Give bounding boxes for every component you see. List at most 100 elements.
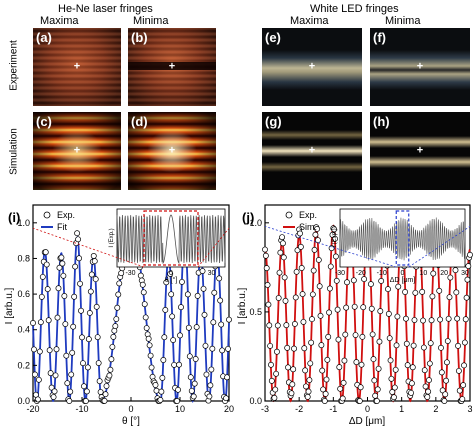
exp-data-point — [265, 301, 272, 308]
exp-data-point — [459, 396, 466, 403]
exp-data-point — [402, 289, 409, 295]
exp-data-point — [174, 398, 181, 404]
exp-data-point — [411, 317, 418, 324]
exp-data-point — [83, 388, 90, 395]
panel-d-label: (d) — [131, 114, 148, 129]
exp-data-point — [385, 286, 391, 293]
exp-data-point — [177, 332, 183, 339]
exp-data-point — [51, 388, 58, 395]
exp-data-point — [276, 269, 283, 276]
zoom-connector-left — [264, 225, 397, 268]
exp-data-point — [101, 397, 108, 404]
y-tick-label: 0.0 — [17, 396, 30, 406]
exp-data-point — [67, 388, 74, 395]
exp-data-point — [178, 304, 184, 311]
exp-data-point — [314, 225, 321, 232]
exp-data-point — [426, 377, 432, 384]
exp-data-point — [176, 361, 182, 368]
panel-c-label: (c) — [36, 114, 52, 129]
exp-data-point — [199, 268, 206, 275]
exp-data-point — [66, 398, 73, 404]
exp-data-point — [64, 380, 71, 387]
exp-data-point — [441, 398, 448, 404]
exp-data-point — [446, 294, 453, 301]
exp-data-point — [264, 282, 271, 288]
exp-data-point — [93, 303, 100, 310]
exp-data-point — [353, 359, 360, 366]
exp-data-point — [437, 316, 444, 323]
y-tick-label: 0.2 — [17, 360, 30, 370]
exp-data-point — [216, 275, 223, 282]
x-tick-label: 0 — [365, 404, 370, 414]
exp-data-point — [71, 293, 78, 300]
inset-x-tick-label: 20 — [440, 270, 448, 277]
inset-highlight-box — [143, 210, 199, 266]
y-tick-label: 0.5 — [249, 307, 262, 317]
panel-d-laser-simulation-minima: (d) + — [128, 112, 216, 190]
exp-data-point — [75, 236, 82, 243]
inset-x-tick-label: 0 — [401, 270, 405, 277]
exp-data-point — [200, 285, 207, 292]
exp-data-point — [43, 261, 50, 268]
exp-data-point — [445, 315, 452, 322]
exp-data-point — [443, 359, 450, 366]
inset-signal-line — [116, 214, 226, 265]
exp-data-point — [326, 309, 333, 316]
exp-data-point — [211, 289, 218, 296]
y-tick-label: 0.6 — [17, 289, 30, 299]
exp-data-point — [427, 340, 434, 347]
inset-x-tick-label: 10 — [419, 270, 427, 277]
exp-data-point — [461, 362, 467, 369]
exp-data-point — [342, 331, 349, 338]
exp-data-point — [46, 347, 53, 354]
panel-h-led-simulation-minima: (h) + — [370, 112, 470, 190]
exp-data-point — [291, 321, 298, 327]
exp-data-point — [334, 306, 341, 313]
exp-data-point — [157, 397, 164, 403]
exp-data-point — [360, 304, 367, 311]
exp-data-point — [268, 377, 275, 384]
exp-data-point — [340, 379, 347, 386]
exp-data-point — [267, 342, 274, 349]
exp-data-point — [420, 344, 427, 351]
exp-data-point — [201, 311, 208, 318]
exp-data-point — [341, 357, 348, 364]
crosshair-icon: + — [416, 60, 424, 73]
inset-x-tick-label: 30 — [461, 270, 469, 277]
exp-data-point — [429, 293, 436, 300]
exp-data-point — [322, 390, 329, 397]
exp-data-point — [281, 274, 288, 281]
chart-i-plot: -20 -10 0 10 20 0.0 0.2 0.4 0.6 0.8 1.0 Exp. Fit -30 0… — [17, 208, 234, 414]
inset-x-tick-label: -30 — [125, 270, 135, 277]
exp-data-point — [202, 342, 209, 349]
exp-data-point — [70, 323, 77, 330]
exp-data-point — [54, 314, 61, 321]
exp-data-point — [292, 294, 299, 301]
legend-exp-marker — [43, 211, 51, 219]
exp-data-point — [167, 270, 174, 277]
exp-data-point — [388, 375, 395, 382]
exp-data-point — [462, 316, 469, 323]
exp-data-point — [277, 249, 284, 256]
exp-data-point — [430, 270, 437, 277]
exp-data-point — [63, 352, 70, 359]
y-tick-label: 0.0 — [249, 396, 262, 406]
exp-data-point — [391, 384, 398, 391]
exp-data-point — [425, 388, 432, 395]
panel-c-laser-simulation-maxima: (c) + — [33, 112, 121, 190]
exp-data-point — [76, 255, 83, 262]
exp-data-point — [148, 364, 155, 371]
exp-data-point — [140, 289, 147, 296]
exp-data-point — [78, 307, 84, 314]
exp-data-point — [280, 254, 287, 261]
exp-data-point — [184, 291, 191, 298]
crosshair-icon: + — [168, 60, 176, 73]
exp-data-point — [58, 254, 65, 261]
exp-data-point — [299, 291, 306, 298]
exp-data-point — [370, 356, 377, 363]
exp-data-point — [391, 394, 397, 401]
exp-data-point — [185, 324, 192, 331]
exp-data-point — [160, 357, 167, 363]
exp-data-point — [106, 372, 113, 379]
exp-data-point — [224, 374, 230, 381]
